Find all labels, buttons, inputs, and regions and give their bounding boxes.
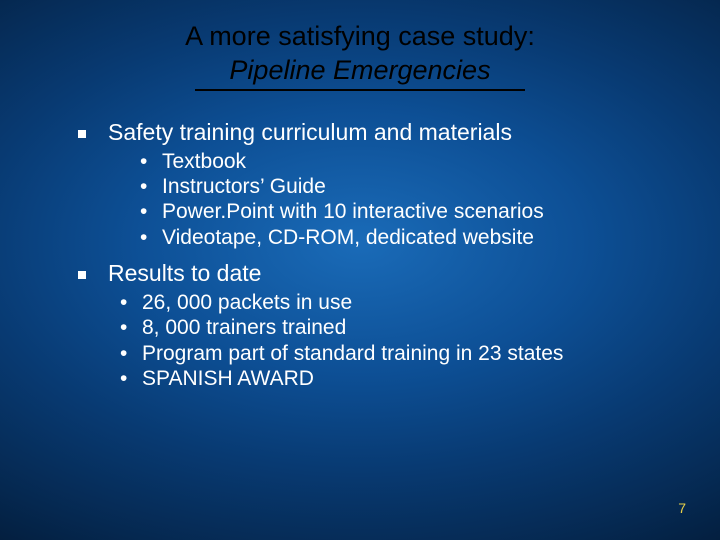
section-heading-text: Safety training curriculum and materials <box>108 119 512 145</box>
page-number: 7 <box>678 500 686 516</box>
bullet-icon: • <box>120 290 127 315</box>
list-item: • 8, 000 trainers trained <box>120 315 660 340</box>
list-item-text: 26, 000 packets in use <box>142 291 352 314</box>
list-item: • Power.Point with 10 interactive scenari… <box>140 199 660 224</box>
bullet-icon: • <box>140 199 147 224</box>
list-item-text: Instructors’ Guide <box>162 175 326 198</box>
slide-content: Safety training curriculum and materials… <box>0 91 720 391</box>
bullet-icon: • <box>140 149 147 174</box>
section-heading-text: Results to date <box>108 260 261 286</box>
bullet-icon: • <box>120 315 127 340</box>
section-heading: Results to date <box>78 260 660 286</box>
title-line-2: Pipeline Emergencies <box>0 54 720 88</box>
bullet-icon: • <box>120 366 127 391</box>
section-items: • 26, 000 packets in use • 8, 000 trainers… <box>78 290 660 391</box>
bullet-icon: • <box>120 341 127 366</box>
slide: A more satisfying case study: Pipeline E… <box>0 0 720 540</box>
section-heading: Safety training curriculum and materials <box>78 119 660 145</box>
list-item-text: SPANISH AWARD <box>142 367 314 390</box>
square-bullet-icon <box>78 271 86 279</box>
square-bullet-icon <box>78 130 86 138</box>
list-item: • Videotape, CD-ROM, dedicated website <box>140 225 660 250</box>
list-item-text: Power.Point with 10 interactive scenario… <box>162 200 544 223</box>
title-line-1: A more satisfying case study: <box>0 20 720 54</box>
list-item: • 26, 000 packets in use <box>120 290 660 315</box>
list-item-text: 8, 000 trainers trained <box>142 316 346 339</box>
section-items: • Textbook • Instructors’ Guide • Power.Poi… <box>78 149 660 250</box>
list-item-text: Videotape, CD-ROM, dedicated website <box>162 226 534 249</box>
bullet-icon: • <box>140 225 147 250</box>
list-item: • Textbook <box>140 149 660 174</box>
slide-title: A more satisfying case study: Pipeline E… <box>0 0 720 91</box>
bullet-icon: • <box>140 174 147 199</box>
list-item: • Program part of standard training in 23… <box>120 341 660 366</box>
list-item-text: Textbook <box>162 150 246 173</box>
list-item: • Instructors’ Guide <box>140 174 660 199</box>
list-item: • SPANISH AWARD <box>120 366 660 391</box>
list-item-text: Program part of standard training in 23 … <box>142 342 563 365</box>
